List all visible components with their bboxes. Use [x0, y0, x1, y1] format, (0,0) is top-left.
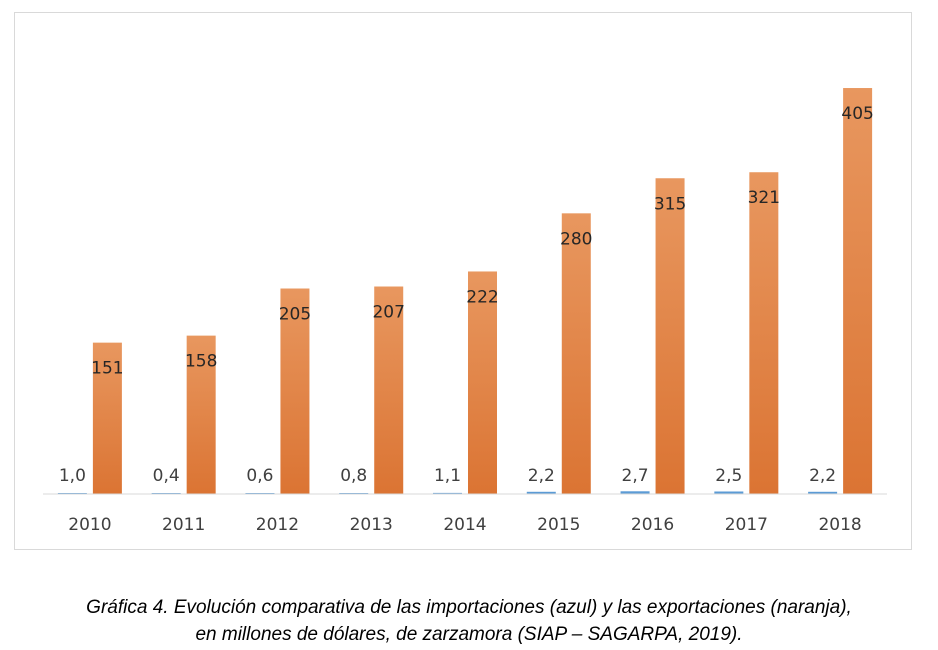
- x-tick-label-2013: 2013: [350, 515, 393, 535]
- x-tick-label-2010: 2010: [68, 515, 111, 535]
- bar-export-2018: [843, 88, 872, 494]
- data-label-import-2013: 0,8: [340, 466, 367, 486]
- caption-line-2: en millones de dólares, de zarzamora (SI…: [0, 621, 938, 648]
- data-label-import-2010: 1,0: [59, 466, 86, 486]
- bar-chart: 1,0 151 2010 0,4 158 2011 0,6 205 2012 0,8 207 2013…: [15, 13, 913, 551]
- data-label-export-2017: 321: [748, 188, 780, 208]
- data-label-export-2011: 158: [185, 352, 217, 372]
- bar-export-2017: [749, 172, 778, 494]
- x-tick-label-2012: 2012: [256, 515, 299, 535]
- data-label-export-2012: 205: [279, 305, 311, 325]
- x-tick-label-2016: 2016: [631, 515, 674, 535]
- figure-caption: Gráfica 4. Evolución comparativa de las …: [0, 594, 938, 648]
- bar-export-2016: [656, 178, 685, 494]
- x-tick-label-2014: 2014: [443, 515, 486, 535]
- x-tick-label-2015: 2015: [537, 515, 580, 535]
- x-tick-label-2011: 2011: [162, 515, 205, 535]
- x-tick-label-2018: 2018: [818, 515, 861, 535]
- x-tick-label-2017: 2017: [725, 515, 768, 535]
- data-label-import-2018: 2,2: [809, 466, 836, 486]
- data-label-import-2014: 1,1: [434, 466, 461, 486]
- caption-line-1: Gráfica 4. Evolución comparativa de las …: [0, 594, 938, 621]
- data-label-export-2013: 207: [372, 303, 404, 323]
- data-label-export-2014: 222: [466, 287, 498, 307]
- bar-export-2015: [562, 213, 591, 494]
- data-label-export-2010: 151: [91, 359, 123, 379]
- data-label-import-2017: 2,5: [715, 466, 742, 486]
- data-label-import-2012: 0,6: [246, 466, 273, 486]
- data-label-export-2016: 315: [654, 194, 686, 214]
- data-label-export-2015: 280: [560, 229, 592, 249]
- data-label-export-2018: 405: [841, 104, 873, 124]
- chart-frame: 1,0 151 2010 0,4 158 2011 0,6 205 2012 0,8 207 2013…: [14, 12, 912, 550]
- data-label-import-2011: 0,4: [153, 466, 180, 486]
- data-label-import-2016: 2,7: [622, 466, 649, 486]
- data-label-import-2015: 2,2: [528, 466, 555, 486]
